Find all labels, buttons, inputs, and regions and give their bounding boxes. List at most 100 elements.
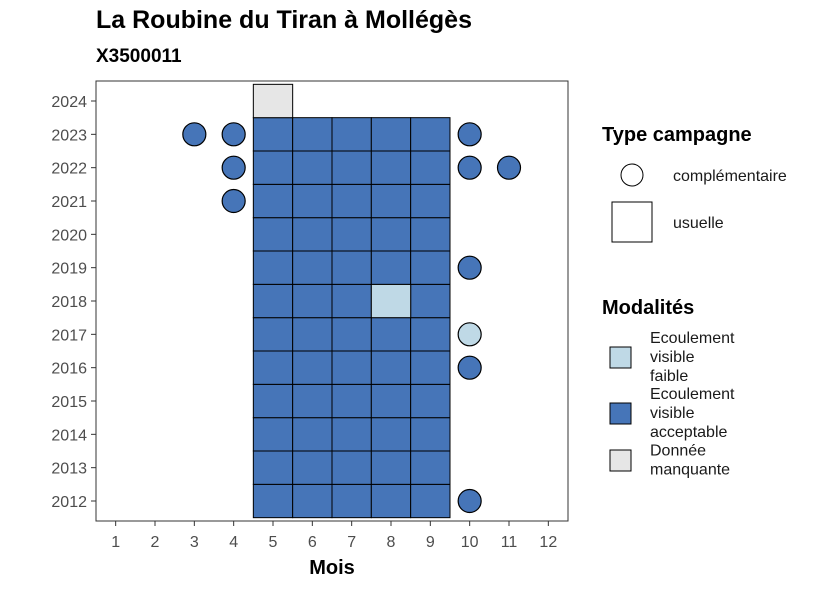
cell-2012-6 bbox=[292, 483, 333, 519]
cell-2017-6 bbox=[292, 317, 333, 352]
x-tick-label: 3 bbox=[190, 534, 199, 551]
cell-2020-5 bbox=[252, 217, 294, 252]
cell-2012-9 bbox=[410, 483, 451, 519]
y-tick-label: 2021 bbox=[51, 194, 87, 211]
legend-label-faible: Ecoulement bbox=[650, 330, 735, 347]
complementaire-points bbox=[182, 122, 522, 514]
cell-2019-8 bbox=[370, 250, 412, 285]
cell-2020-9 bbox=[410, 217, 451, 252]
legend-fill-title: Modalités bbox=[602, 297, 694, 319]
legend: Type campagne complémentaire usuelle Mod… bbox=[602, 124, 787, 479]
chart-title: La Roubine du Tiran à Mollégès bbox=[96, 6, 472, 34]
y-tick-label: 2014 bbox=[51, 427, 87, 444]
legend-label-faible: faible bbox=[650, 368, 688, 385]
legend-key-square bbox=[611, 201, 653, 243]
cell-2017-8 bbox=[370, 317, 412, 352]
cell-2016-9 bbox=[410, 350, 451, 385]
legend-label-manquante: Donnée bbox=[650, 443, 706, 460]
legend-key-manquante bbox=[609, 449, 632, 472]
x-tick-label: 4 bbox=[229, 534, 238, 551]
cell-2020-6 bbox=[292, 217, 333, 252]
point-2012-10 bbox=[457, 488, 482, 514]
x-tick-label: 7 bbox=[347, 534, 356, 551]
cell-2012-7 bbox=[331, 483, 372, 519]
legend-key-circle bbox=[620, 163, 644, 187]
cell-2013-6 bbox=[292, 450, 333, 485]
cell-2021-7 bbox=[331, 183, 372, 219]
cell-2019-9 bbox=[410, 250, 451, 285]
point-2021-4 bbox=[221, 188, 246, 214]
cell-2023-6 bbox=[292, 117, 333, 152]
y-tick-label: 2017 bbox=[51, 327, 87, 344]
cell-2016-8 bbox=[370, 350, 412, 385]
cell-2023-9 bbox=[410, 117, 451, 152]
cell-2019-6 bbox=[292, 250, 333, 285]
y-tick-label: 2024 bbox=[51, 94, 87, 111]
cell-2023-8 bbox=[370, 117, 412, 152]
cell-2015-9 bbox=[410, 383, 451, 419]
cell-2022-9 bbox=[410, 150, 451, 185]
cell-2018-9 bbox=[410, 283, 451, 319]
point-2023-10 bbox=[457, 122, 482, 147]
y-tick-label: 2012 bbox=[51, 494, 87, 511]
cell-2023-5 bbox=[252, 117, 294, 152]
cell-2018-5 bbox=[252, 283, 294, 319]
cell-2020-7 bbox=[331, 217, 372, 252]
cell-2015-8 bbox=[370, 383, 412, 419]
x-tick-label: 5 bbox=[269, 534, 278, 551]
cell-2022-5 bbox=[252, 150, 294, 185]
legend-key-acceptable bbox=[609, 402, 632, 425]
cell-2018-6 bbox=[292, 283, 333, 319]
cell-2013-7 bbox=[331, 450, 372, 485]
cell-2023-7 bbox=[331, 117, 372, 152]
cell-2021-6 bbox=[292, 183, 333, 219]
y-tick-label: 2013 bbox=[51, 461, 87, 478]
y-tick-label: 2019 bbox=[51, 261, 87, 278]
legend-key-faible bbox=[609, 346, 632, 369]
legend-label-acceptable: visible bbox=[650, 405, 695, 422]
cell-2022-7 bbox=[331, 150, 372, 185]
point-2022-4 bbox=[221, 155, 246, 180]
point-2017-10 bbox=[457, 322, 482, 347]
cell-2015-6 bbox=[292, 383, 333, 419]
x-tick-label: 6 bbox=[308, 534, 317, 551]
x-tick-label: 12 bbox=[539, 534, 557, 551]
legend-label-complementaire: complémentaire bbox=[673, 168, 787, 185]
y-tick-label: 2023 bbox=[51, 127, 87, 144]
cell-2013-9 bbox=[410, 450, 451, 485]
x-tick-label: 8 bbox=[387, 534, 396, 551]
cell-2017-7 bbox=[331, 317, 372, 352]
y-tick-label: 2018 bbox=[51, 294, 87, 311]
legend-shape-title: Type campagne bbox=[602, 124, 752, 146]
cell-2012-5 bbox=[252, 483, 294, 519]
cell-2014-7 bbox=[331, 417, 372, 452]
y-tick-label: 2020 bbox=[51, 227, 87, 244]
cell-2015-7 bbox=[331, 383, 372, 419]
legend-label-usuelle: usuelle bbox=[673, 215, 724, 232]
cell-2021-8 bbox=[370, 183, 412, 219]
cell-2024-5 bbox=[252, 83, 294, 119]
cell-2018-8 bbox=[370, 283, 412, 319]
legend-label-faible: visible bbox=[650, 349, 695, 366]
point-2019-10 bbox=[457, 255, 482, 280]
cell-2013-8 bbox=[370, 450, 412, 485]
cell-2016-6 bbox=[292, 350, 333, 385]
point-2022-11 bbox=[496, 155, 522, 180]
cell-2019-5 bbox=[252, 250, 294, 285]
cell-2017-5 bbox=[252, 317, 294, 352]
legend-label-acceptable: Ecoulement bbox=[650, 386, 735, 403]
cell-2017-9 bbox=[410, 317, 451, 352]
x-tick-label: 11 bbox=[501, 534, 518, 551]
cell-2022-6 bbox=[292, 150, 333, 185]
point-2023-4 bbox=[221, 122, 246, 147]
y-tick-label: 2022 bbox=[51, 161, 87, 178]
legend-label-acceptable: acceptable bbox=[650, 424, 727, 441]
usuelle-cells bbox=[252, 83, 451, 519]
cell-2015-5 bbox=[252, 383, 294, 419]
cell-2021-9 bbox=[410, 183, 451, 219]
cell-2014-5 bbox=[252, 417, 294, 452]
x-axis: 1 2 3 4 5 6 7 8 9 10 11 12 bbox=[111, 521, 557, 551]
x-axis-title: Mois bbox=[309, 557, 355, 579]
point-2023-3 bbox=[182, 122, 207, 147]
